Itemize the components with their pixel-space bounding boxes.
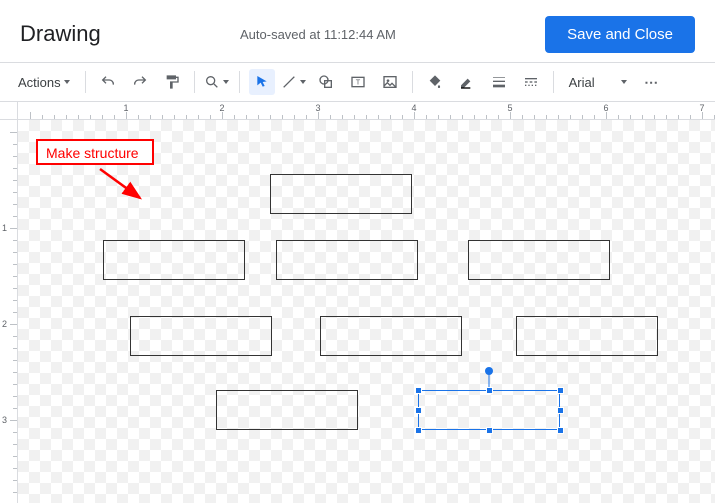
- shape-rectangle[interactable]: [418, 390, 560, 430]
- selection-handle[interactable]: [486, 427, 493, 434]
- drawing-canvas[interactable]: Make structure: [18, 120, 715, 503]
- dialog-title: Drawing: [20, 21, 101, 47]
- selection-handle[interactable]: [415, 407, 422, 414]
- selection-handle[interactable]: [415, 387, 422, 394]
- redo-icon: [132, 74, 148, 90]
- shape-rectangle[interactable]: [516, 316, 658, 356]
- fill-color-button[interactable]: [422, 69, 448, 95]
- border-color-button[interactable]: [454, 69, 480, 95]
- textbox-icon: T: [350, 74, 366, 90]
- line-dash-icon: [523, 74, 539, 90]
- svg-text:T: T: [355, 78, 360, 87]
- more-horizontal-icon: ⋯: [644, 74, 659, 91]
- ruler-corner: [0, 102, 18, 120]
- shape-rectangle[interactable]: [468, 240, 610, 280]
- image-icon: [382, 74, 398, 90]
- shape-rectangle[interactable]: [130, 316, 272, 356]
- paint-bucket-icon: [427, 74, 443, 90]
- actions-label: Actions: [18, 75, 61, 90]
- shape-icon: [318, 74, 334, 90]
- toolbar-separator: [553, 71, 554, 93]
- shape-tool-button[interactable]: [313, 69, 339, 95]
- toolbar-separator: [85, 71, 86, 93]
- zoom-icon: [204, 74, 220, 90]
- selection-handle[interactable]: [415, 427, 422, 434]
- shape-rectangle[interactable]: [270, 174, 412, 214]
- shape-rectangle[interactable]: [103, 240, 245, 280]
- toolbar-separator: [412, 71, 413, 93]
- undo-icon: [100, 74, 116, 90]
- image-tool-button[interactable]: [377, 69, 403, 95]
- selection-handle[interactable]: [557, 407, 564, 414]
- line-weight-icon: [491, 74, 507, 90]
- selection-handle[interactable]: [486, 387, 493, 394]
- undo-button[interactable]: [95, 69, 121, 95]
- paint-roller-icon: [164, 74, 180, 90]
- pencil-icon: [459, 74, 475, 90]
- selection-handle[interactable]: [557, 427, 564, 434]
- line-icon: [281, 74, 297, 90]
- annotation-text: Make structure: [46, 145, 139, 161]
- line-tool-button[interactable]: [281, 69, 307, 95]
- chevron-down-icon: [621, 80, 627, 84]
- actions-menu-button[interactable]: Actions: [12, 69, 76, 95]
- selection-handle[interactable]: [557, 387, 564, 394]
- font-family-dropdown[interactable]: Arial: [563, 69, 633, 95]
- shape-rectangle[interactable]: [276, 240, 418, 280]
- toolbar-separator: [239, 71, 240, 93]
- chevron-down-icon: [300, 80, 306, 84]
- horizontal-ruler[interactable]: 1234567: [18, 102, 715, 120]
- cursor-icon: [254, 74, 270, 90]
- save-and-close-button[interactable]: Save and Close: [545, 16, 695, 53]
- dialog-header: Drawing Auto-saved at 11:12:44 AM Save a…: [0, 0, 715, 62]
- vertical-ruler[interactable]: 1234: [0, 120, 18, 503]
- border-dash-button[interactable]: [518, 69, 544, 95]
- textbox-tool-button[interactable]: T: [345, 69, 371, 95]
- canvas-area: 1234567 1234 Make structure: [0, 102, 715, 503]
- drawing-toolbar: Actions T Arial: [0, 62, 715, 102]
- font-family-label: Arial: [569, 75, 595, 90]
- more-options-button[interactable]: ⋯: [639, 69, 665, 95]
- zoom-button[interactable]: [204, 69, 230, 95]
- chevron-down-icon: [64, 80, 70, 84]
- paint-format-button[interactable]: [159, 69, 185, 95]
- autosave-status: Auto-saved at 11:12:44 AM: [240, 27, 396, 42]
- annotation-callout: Make structure: [36, 139, 154, 165]
- redo-button[interactable]: [127, 69, 153, 95]
- shape-rectangle[interactable]: [320, 316, 462, 356]
- border-weight-button[interactable]: [486, 69, 512, 95]
- toolbar-separator: [194, 71, 195, 93]
- shape-rectangle[interactable]: [216, 390, 358, 430]
- select-tool-button[interactable]: [249, 69, 275, 95]
- chevron-down-icon: [223, 80, 229, 84]
